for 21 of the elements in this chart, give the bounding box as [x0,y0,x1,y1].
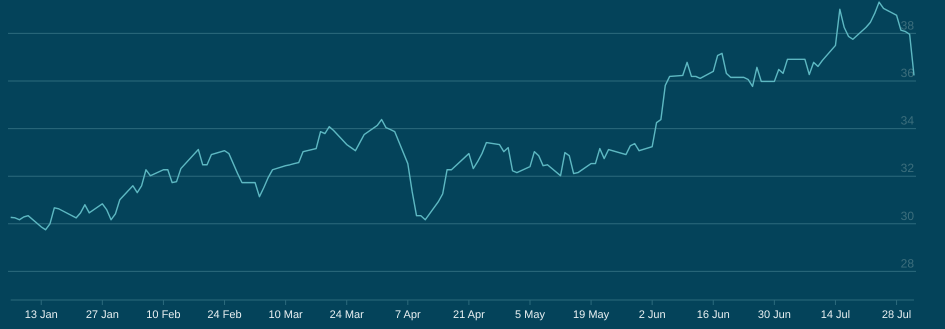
x-tick-label: 24 Mar [330,309,364,321]
x-tick-label: 10 Feb [146,309,181,321]
x-tick-label: 21 Apr [452,309,486,321]
y-tick-label: 32 [900,161,914,176]
y-tick-label: 36 [900,66,914,80]
x-tick-label: 2 Jun [638,309,666,321]
y-tick-label: 30 [900,208,914,223]
x-tick-label: 28 Jul [882,309,912,321]
x-tick-label: 10 Mar [268,309,304,321]
x-tick-label: 24 Feb [207,309,242,321]
x-tick-label: 5 May [515,309,546,321]
x-tick-label: 30 Jun [758,309,791,321]
x-tick-label: 14 Jul [820,309,850,321]
x-tick-label: 19 May [573,309,610,321]
x-tick-label: 16 Jun [696,309,730,321]
x-tick-label: 27 Jan [86,309,119,321]
y-tick-label: 28 [900,256,914,270]
x-tick-label: 13 Jan [24,309,58,321]
y-tick-label: 38 [900,18,914,32]
x-tick-label: 7 Apr [394,309,421,321]
y-tick-label: 34 [900,114,914,128]
